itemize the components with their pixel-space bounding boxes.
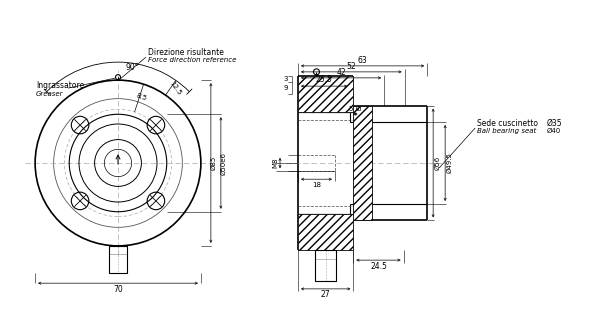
Text: Ball bearing seat: Ball bearing seat — [477, 128, 536, 134]
Text: 63: 63 — [358, 56, 368, 65]
Text: Ø50e6: Ø50e6 — [221, 151, 227, 175]
Text: 12.5: 12.5 — [169, 80, 182, 96]
Bar — [353, 106, 372, 220]
Text: 70: 70 — [113, 285, 123, 294]
Text: 18: 18 — [312, 182, 321, 188]
Text: Ø35: Ø35 — [547, 119, 563, 128]
Bar — [298, 214, 353, 250]
Text: Ø56: Ø56 — [434, 156, 440, 170]
Bar — [298, 76, 353, 112]
Text: Greaser: Greaser — [36, 91, 63, 97]
Text: Sede cuscinetto: Sede cuscinetto — [477, 119, 538, 128]
Text: 9: 9 — [284, 85, 288, 91]
Text: 3: 3 — [284, 76, 288, 82]
Text: Direzione risultante: Direzione risultante — [148, 48, 224, 57]
Text: 90°: 90° — [125, 63, 139, 72]
Text: 24.5: 24.5 — [370, 262, 387, 271]
Text: Ø85: Ø85 — [211, 156, 217, 170]
Text: 5 ω: 5 ω — [349, 106, 362, 112]
Text: M8: M8 — [272, 158, 278, 168]
Text: 8.5: 8.5 — [136, 92, 148, 102]
Text: Ingrassatore: Ingrassatore — [36, 81, 84, 90]
Text: Ø40: Ø40 — [547, 128, 561, 134]
Text: Force direction reference: Force direction reference — [148, 57, 236, 63]
Text: 42: 42 — [336, 68, 346, 77]
Text: 27: 27 — [321, 290, 330, 299]
Bar — [316, 250, 336, 281]
Text: 52: 52 — [346, 62, 356, 71]
Text: Ø49.5: Ø49.5 — [446, 152, 452, 174]
Text: 25.5: 25.5 — [316, 75, 333, 84]
Bar — [110, 246, 127, 273]
